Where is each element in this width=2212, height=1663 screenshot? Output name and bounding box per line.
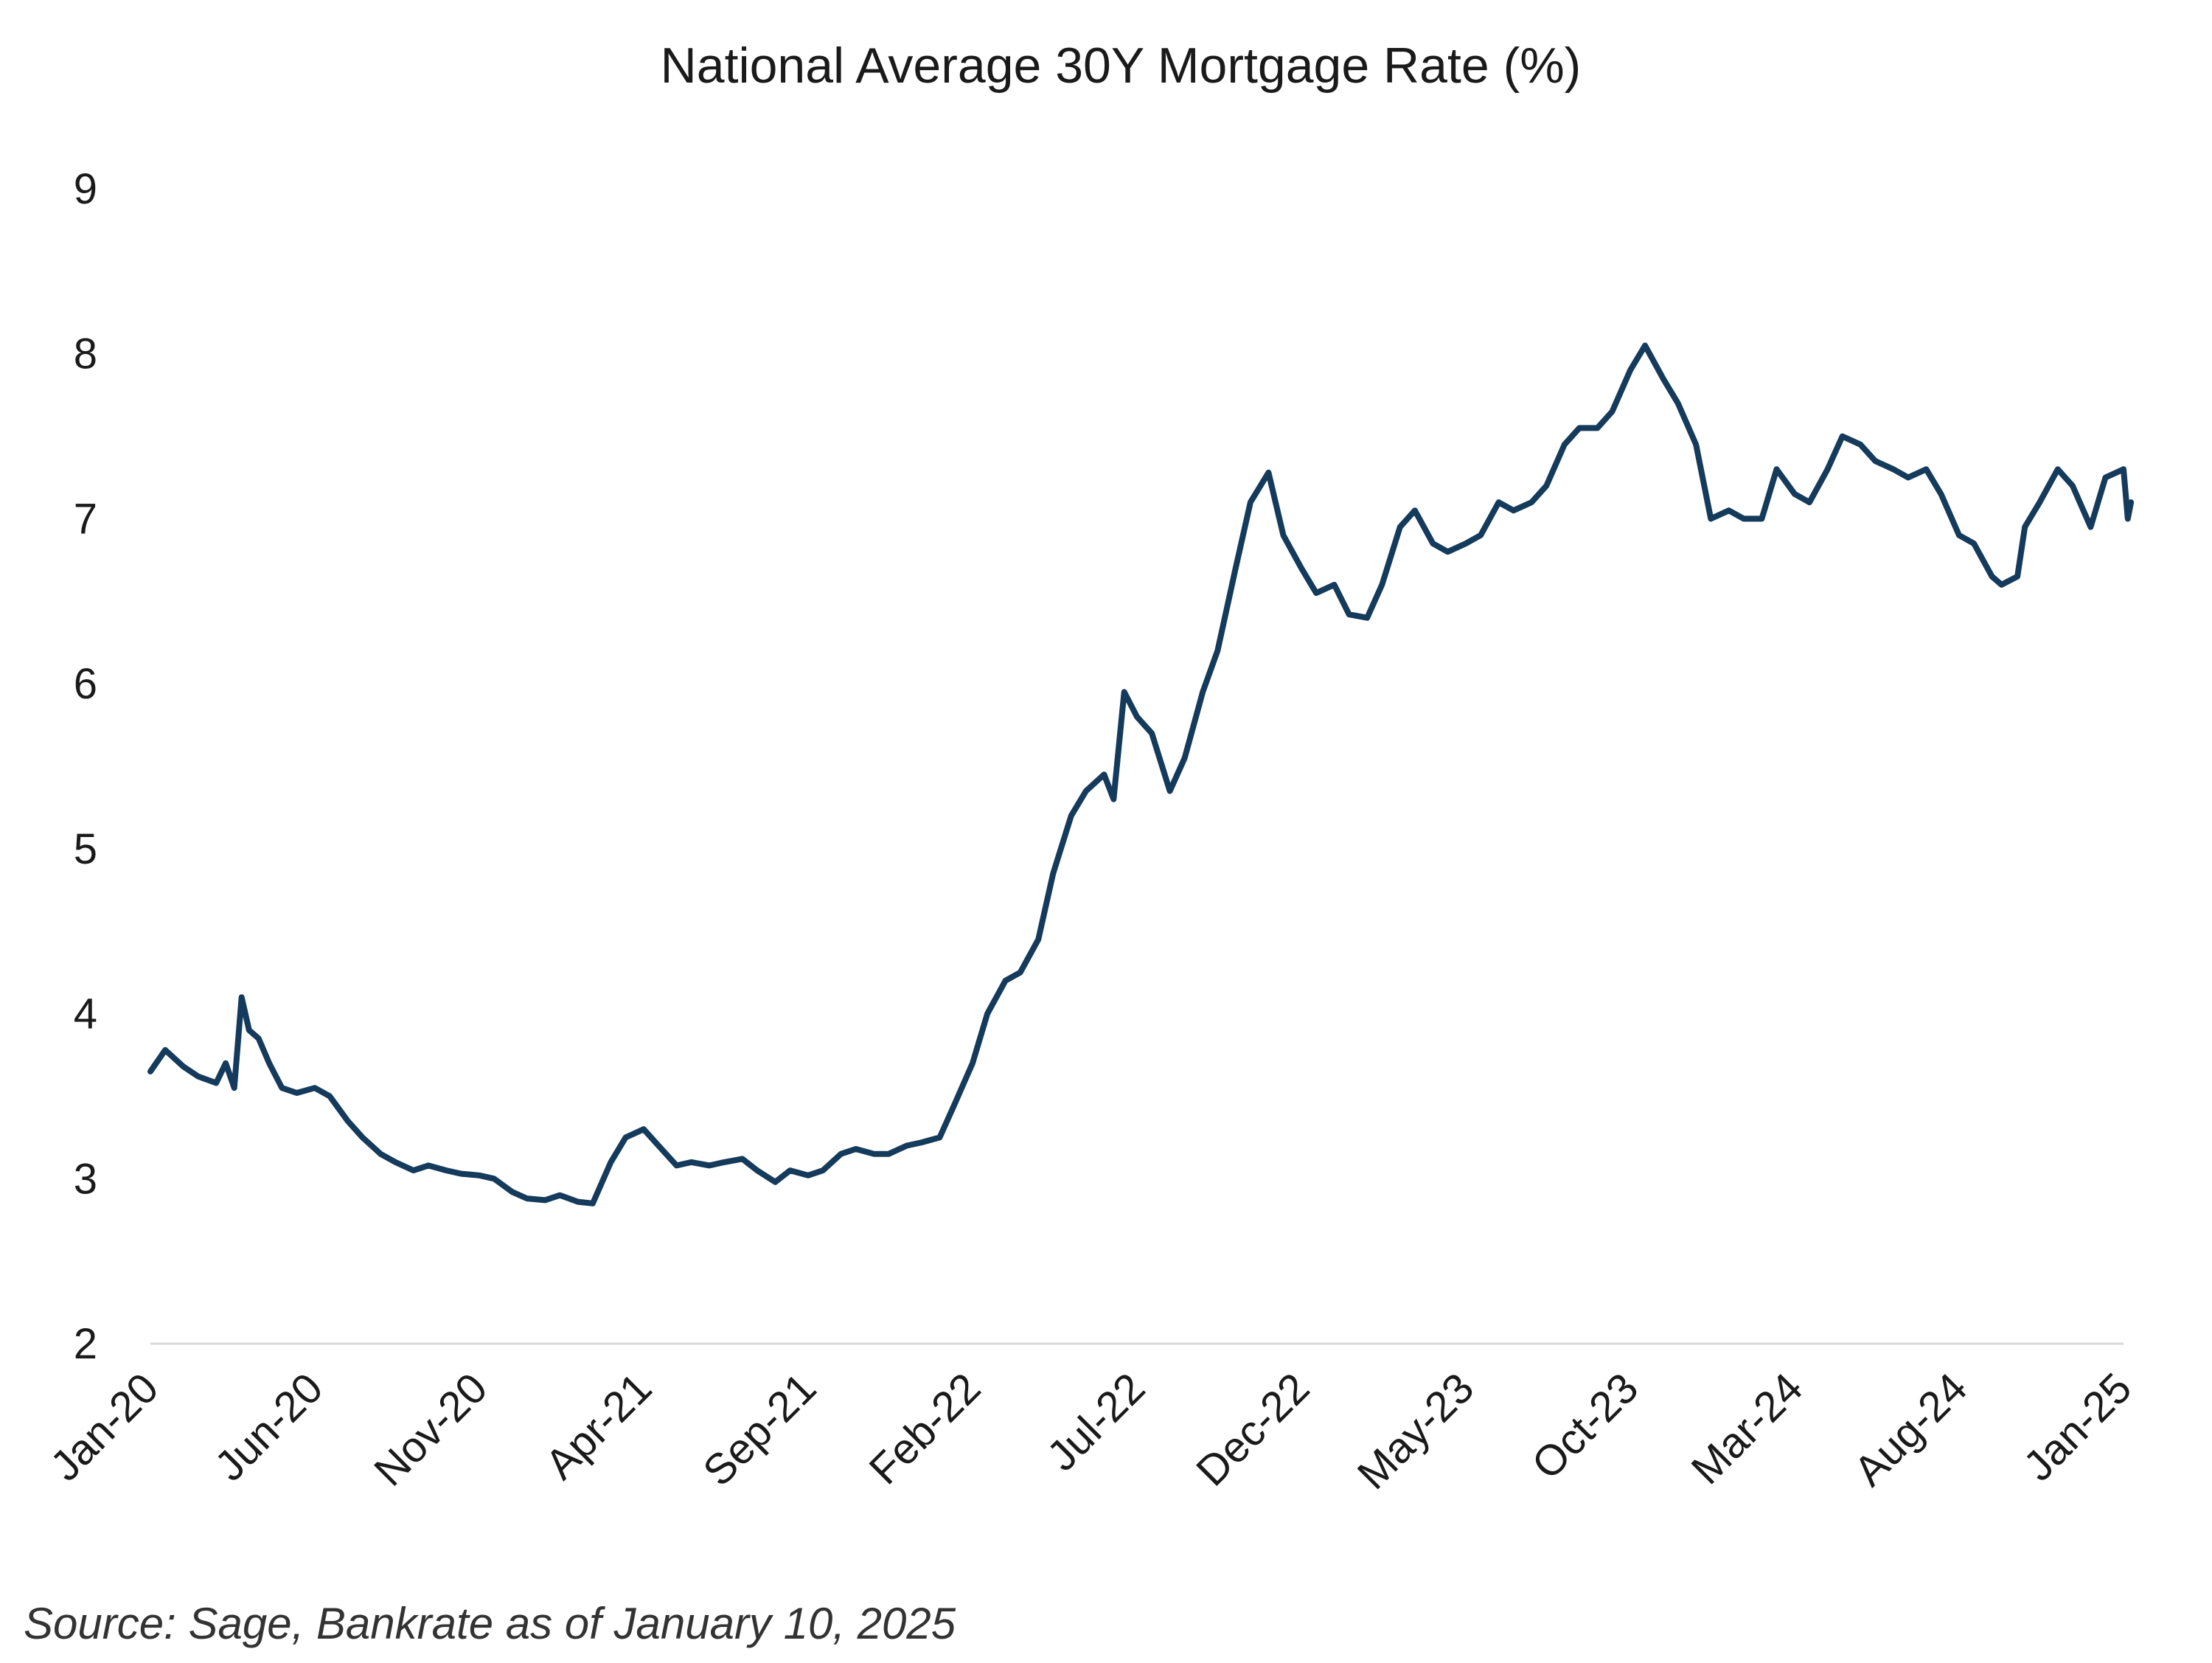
x-tick-label: Jul-22 — [1038, 1364, 1155, 1480]
x-tick-label: Feb-22 — [860, 1364, 990, 1493]
x-tick-label: Jan-20 — [41, 1364, 167, 1490]
y-tick-label: 2 — [74, 1320, 97, 1368]
x-tick-label: May-23 — [1349, 1364, 1484, 1499]
y-tick-label: 3 — [74, 1155, 97, 1203]
x-tick-label: Nov-20 — [365, 1364, 496, 1495]
x-axis-ticks: Jan-20 Jun-20 Nov-20 Apr-21 Sep-21 Feb-22 Jul-… — [41, 1364, 2140, 1499]
x-tick-label: Jan-25 — [2014, 1364, 2140, 1490]
x-tick-label: Apr-21 — [536, 1364, 661, 1488]
x-tick-label: Mar-24 — [1682, 1364, 1812, 1493]
x-tick-label: Aug-24 — [1845, 1364, 1976, 1495]
chart-title: National Average 30Y Mortgage Rate (%) — [661, 38, 1582, 94]
source-note: Source: Sage, Bankrate as of January 10,… — [24, 1599, 956, 1648]
x-tick-label: Oct-23 — [1523, 1364, 1647, 1488]
x-tick-label: Dec-22 — [1187, 1364, 1318, 1495]
y-tick-label: 6 — [74, 660, 97, 708]
y-axis-ticks: 2 3 4 5 6 7 8 9 — [74, 165, 97, 1368]
series-line — [147, 342, 2135, 1207]
y-tick-label: 8 — [74, 330, 97, 378]
y-tick-label: 5 — [74, 825, 97, 873]
y-tick-label: 7 — [74, 495, 97, 543]
y-tick-label: 4 — [74, 990, 97, 1038]
y-tick-label: 9 — [74, 165, 97, 213]
x-tick-label: Sep-21 — [694, 1364, 825, 1495]
x-tick-label: Jun-20 — [206, 1364, 332, 1490]
